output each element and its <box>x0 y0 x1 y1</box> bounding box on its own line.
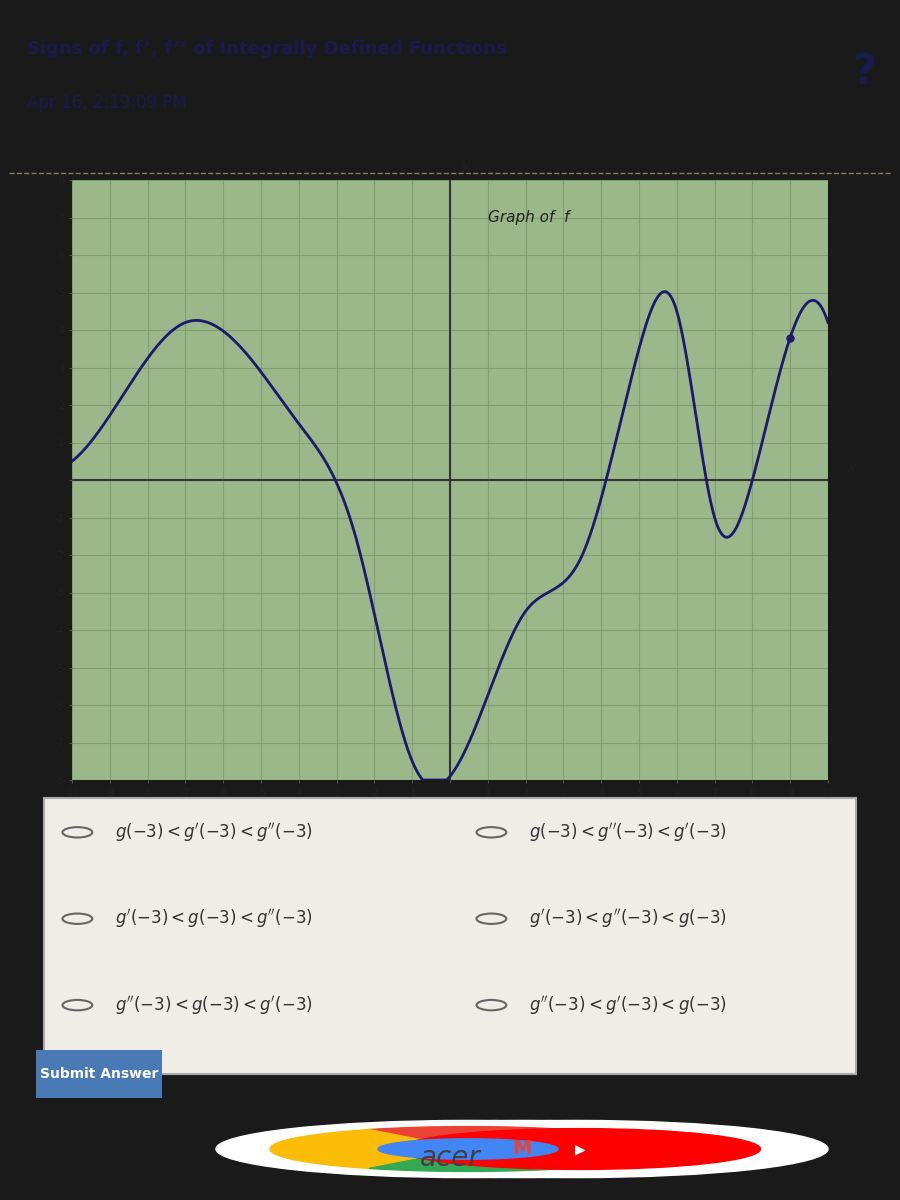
Text: $g'(-3) < g(-3) < g''(-3)$: $g'(-3) < g(-3) < g''(-3)$ <box>114 907 312 930</box>
Text: ?: ? <box>852 50 876 92</box>
Text: Submit Answer: Submit Answer <box>40 1067 158 1081</box>
Circle shape <box>216 1121 720 1177</box>
Text: g: g <box>374 211 385 229</box>
Text: Graph of  f: Graph of f <box>488 210 570 226</box>
Text: $g''(-3) < g(-3) < g'(-3)$: $g''(-3) < g(-3) < g'(-3)$ <box>114 994 312 1016</box>
Text: $g''(-3) < g'(-3) < g(-3)$: $g''(-3) < g'(-3) < g(-3)$ <box>528 994 726 1016</box>
Circle shape <box>356 1123 806 1175</box>
Circle shape <box>400 1128 760 1169</box>
Text: acer: acer <box>419 1144 481 1172</box>
Circle shape <box>324 1121 828 1177</box>
Text: $g(x) = \int_5^x f(t)\,dt,$: $g(x) = \int_5^x f(t)\,dt,$ <box>666 211 813 250</box>
Text: determine what could be said about $g(-3)$, $g'(-3)$, and $g''(-3)$.: determine what could be said about $g(-3… <box>36 264 605 287</box>
Text: y: y <box>462 157 470 172</box>
Wedge shape <box>369 1150 666 1171</box>
Circle shape <box>243 1123 693 1175</box>
Text: The function: The function <box>36 211 155 229</box>
Text: Signs of f, f’, f’’ of Integrally Defined Functions: Signs of f, f’, f’’ of Integrally Define… <box>27 41 507 59</box>
Text: x: x <box>847 462 855 475</box>
Text: is the function defined by: is the function defined by <box>389 211 631 229</box>
Circle shape <box>297 1123 747 1175</box>
Text: f: f <box>158 211 164 229</box>
Circle shape <box>378 1139 558 1159</box>
Text: is shown below. If: is shown below. If <box>174 211 344 229</box>
Circle shape <box>270 1121 774 1177</box>
Wedge shape <box>270 1129 468 1169</box>
Text: M: M <box>512 1140 532 1158</box>
Text: $g'(-3) < g''(-3) < g(-3)$: $g'(-3) < g''(-3) < g(-3)$ <box>528 907 726 930</box>
Wedge shape <box>369 1127 666 1150</box>
Text: $g(-3) < g''(-3) < g'(-3)$: $g(-3) < g''(-3) < g'(-3)$ <box>528 821 726 844</box>
FancyBboxPatch shape <box>36 1050 162 1098</box>
Text: $g(-3) < g'(-3) < g''(-3)$: $g(-3) < g'(-3) < g''(-3)$ <box>114 821 312 844</box>
FancyBboxPatch shape <box>44 798 856 1074</box>
Text: ▶: ▶ <box>575 1142 586 1156</box>
Text: Apr 16, 2:19:09 PM: Apr 16, 2:19:09 PM <box>27 94 187 112</box>
